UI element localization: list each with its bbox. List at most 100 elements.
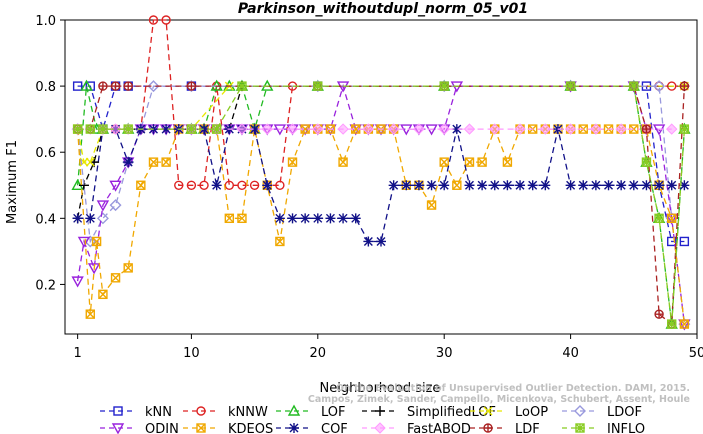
data-point-cof bbox=[350, 213, 361, 224]
data-point-cof bbox=[72, 213, 83, 224]
chart-title: Parkinson_withoutdupl_norm_05_v01 bbox=[238, 1, 528, 17]
data-point-inflo bbox=[98, 124, 108, 134]
legend-item-ldof: LDOF bbox=[562, 405, 642, 420]
data-point-fastabod bbox=[666, 123, 678, 135]
data-point-inflo bbox=[566, 81, 576, 91]
data-point-kdeos bbox=[426, 200, 437, 210]
data-point-odin bbox=[71, 276, 84, 288]
y-tick-label: 0.2 bbox=[35, 278, 56, 293]
data-point-kdeos bbox=[224, 213, 234, 223]
data-point-kdeos bbox=[136, 180, 146, 190]
data-point-cof bbox=[464, 180, 475, 191]
series-lof bbox=[71, 79, 691, 329]
data-point-kdeos bbox=[427, 200, 437, 210]
data-point-cof bbox=[300, 213, 311, 224]
x-tick-label: 20 bbox=[310, 346, 327, 361]
data-point-inflo bbox=[629, 81, 639, 91]
data-point-fastabod bbox=[109, 123, 122, 135]
data-point-cof bbox=[628, 180, 639, 191]
legend-label: KDEOS bbox=[228, 422, 273, 434]
series-line-loop bbox=[76, 85, 685, 163]
x-tick-label: 40 bbox=[562, 346, 579, 361]
data-point-inflo bbox=[641, 157, 651, 167]
data-point-fastabod bbox=[286, 123, 299, 135]
data-point-inflo bbox=[123, 124, 133, 134]
data-point-kdeos bbox=[123, 263, 133, 273]
legend-marker bbox=[289, 423, 299, 433]
legend-label: SimplifiedLOF bbox=[407, 405, 496, 420]
watermark-line: On the Evaluation of Unsupervised Outlie… bbox=[336, 383, 690, 394]
data-point-cof bbox=[123, 157, 134, 168]
data-point-cof bbox=[477, 180, 488, 191]
x-tick-label: 1 bbox=[73, 346, 81, 361]
data-point-odin bbox=[109, 180, 122, 192]
data-point-cof bbox=[426, 180, 437, 191]
data-point-kdeos bbox=[161, 157, 171, 167]
data-point-fastabod bbox=[514, 123, 526, 135]
data-point-cof bbox=[312, 213, 323, 224]
data-point-knnw bbox=[174, 180, 184, 190]
data-point-kdeos bbox=[136, 180, 146, 190]
data-point-kdeos bbox=[287, 157, 298, 167]
data-point-cof bbox=[451, 124, 462, 135]
data-point-lof bbox=[80, 79, 93, 91]
data-point-fastabod bbox=[387, 123, 400, 135]
data-point-kdeos bbox=[502, 157, 513, 167]
legend-label: LDF bbox=[515, 422, 540, 434]
data-point-cof bbox=[616, 180, 627, 191]
series-line-simplifiedlof bbox=[76, 85, 685, 219]
legend-marker bbox=[113, 406, 123, 416]
data-point-kdeos bbox=[288, 157, 298, 167]
data-point-cof bbox=[274, 213, 285, 224]
data-point-inflo bbox=[439, 81, 449, 91]
y-tick-label: 0.8 bbox=[35, 80, 56, 95]
legend-item-loop: LoOP bbox=[470, 405, 548, 420]
data-point-cof bbox=[666, 180, 677, 191]
data-point-kdeos bbox=[338, 157, 348, 167]
data-point-fastabod bbox=[438, 123, 450, 135]
data-point-ldof bbox=[147, 80, 160, 93]
series-simplifiedlof bbox=[72, 81, 690, 224]
data-point-fastabod bbox=[615, 123, 627, 135]
data-point-knnw bbox=[161, 15, 171, 25]
data-point-kdeos bbox=[85, 309, 95, 319]
data-point-cof bbox=[578, 180, 589, 191]
data-point-knnw bbox=[237, 180, 247, 190]
data-point-inflo bbox=[654, 213, 664, 223]
data-point-kdeos bbox=[452, 180, 462, 190]
series-odin bbox=[71, 81, 691, 331]
legend-marker bbox=[196, 423, 206, 433]
series-layer bbox=[71, 15, 691, 331]
data-point-loop bbox=[85, 157, 95, 167]
x-tick-label: 50 bbox=[689, 346, 703, 361]
data-point-cof bbox=[161, 124, 172, 135]
legend-label: ODIN bbox=[145, 422, 179, 434]
data-point-fastabod bbox=[337, 123, 349, 135]
legend-label: LOF bbox=[321, 405, 346, 420]
series-line-knn bbox=[77, 85, 685, 243]
data-point-ldf bbox=[642, 125, 651, 134]
data-point-kdeos bbox=[679, 319, 690, 329]
legend: kNN kNNW LOF SimplifiedLOF LoOP LDOF ODIN KDEOS… bbox=[100, 404, 645, 434]
legend-marker bbox=[484, 424, 492, 432]
legend-item-kdeos: KDEOS bbox=[183, 422, 273, 434]
data-point-kdeos bbox=[98, 289, 108, 299]
series-inflo bbox=[72, 81, 690, 329]
data-point-cof bbox=[641, 180, 652, 191]
data-point-kdeos bbox=[275, 236, 285, 247]
data-point-cof bbox=[540, 180, 551, 191]
legend-marker bbox=[375, 406, 385, 416]
data-point-cof bbox=[376, 236, 386, 247]
data-point-cof bbox=[515, 180, 526, 191]
legend-label: FastABOD bbox=[407, 422, 471, 434]
data-point-inflo bbox=[85, 124, 95, 134]
data-point-kdeos bbox=[629, 124, 639, 134]
legend-marker bbox=[111, 423, 125, 434]
watermark-line: Campos, Zimek, Sander, Campello, Micenko… bbox=[308, 394, 690, 405]
data-point-ldof bbox=[96, 212, 109, 225]
data-point-kdeos bbox=[300, 124, 310, 134]
data-point-kdeos bbox=[439, 157, 449, 167]
data-point-kdeos bbox=[477, 157, 487, 167]
data-point-inflo bbox=[212, 124, 222, 134]
data-point-kdeos bbox=[452, 180, 462, 190]
